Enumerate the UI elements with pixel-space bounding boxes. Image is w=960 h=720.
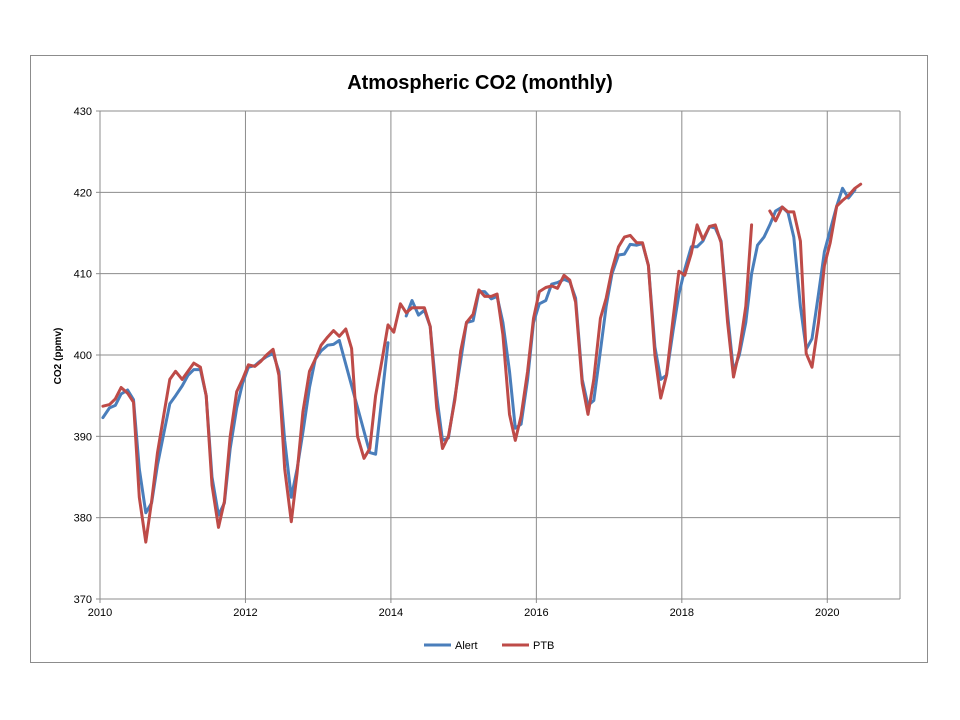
- legend: Alert PTB: [424, 640, 554, 652]
- y-tick-label: 410: [74, 269, 92, 281]
- gridlines: [99, 110, 901, 600]
- series-line-ptb: [101, 182, 863, 544]
- x-tick-label: 2020: [815, 607, 839, 619]
- y-axis-label: CO2 (ppmv): [53, 328, 64, 385]
- axes: 370 380 390 400 410 420 430 2010 2012 2014 2016 201…: [74, 106, 900, 619]
- legend-item-alert: Alert: [424, 640, 478, 652]
- y-tick-label: 370: [74, 594, 92, 606]
- y-tick-label: 430: [74, 106, 92, 118]
- y-tick-label: 390: [74, 431, 92, 443]
- x-tick-label: 2016: [524, 607, 548, 619]
- x-tick-label: 2018: [670, 607, 694, 619]
- x-tick-label: 2012: [233, 607, 257, 619]
- series-lines: [101, 182, 863, 544]
- y-tick-label: 420: [74, 187, 92, 199]
- x-tick-label: 2014: [379, 607, 403, 619]
- x-tick-label: 2010: [88, 607, 112, 619]
- legend-item-ptb: PTB: [502, 640, 554, 652]
- co2-line-chart: Atmospheric CO2 (monthly) 370 380 390 400 41…: [53, 72, 901, 652]
- y-tick-label: 400: [74, 350, 92, 362]
- chart-frame: Atmospheric CO2 (monthly) 370 380 390 400 41…: [30, 55, 928, 663]
- legend-label: Alert: [455, 640, 478, 652]
- chart-title: Atmospheric CO2 (monthly): [347, 72, 613, 94]
- series-line-alert: [101, 186, 857, 517]
- y-tick-label: 380: [74, 513, 92, 525]
- legend-label: PTB: [533, 640, 554, 652]
